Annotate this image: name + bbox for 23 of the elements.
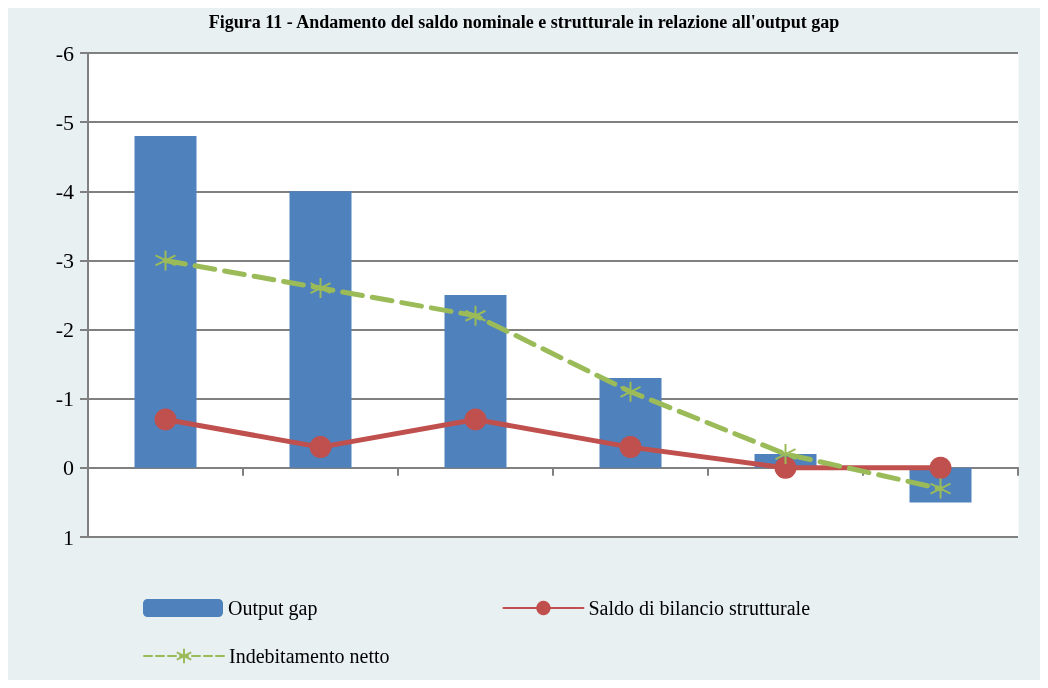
point — [464, 408, 487, 431]
point — [929, 456, 952, 479]
point — [619, 436, 642, 459]
point — [154, 249, 177, 272]
y-tick-label: -1 — [55, 386, 74, 412]
legend-label: Output gap — [228, 597, 318, 620]
y-tick-label: -2 — [55, 317, 74, 343]
y-tick-label: -4 — [55, 178, 74, 204]
point — [774, 456, 797, 479]
point — [309, 277, 332, 300]
legend-label: Saldo di bilancio strutturale — [588, 597, 811, 619]
point — [309, 436, 332, 459]
chart-title: Figura 11 - Andamento del saldo nominale e strutturale in relazione all'output gap — [208, 12, 840, 32]
legend-label: Indebitamento netto — [229, 645, 390, 667]
point — [464, 304, 487, 327]
y-tick-label: -5 — [55, 109, 74, 135]
point — [154, 408, 177, 431]
y-tick-label: -6 — [55, 40, 74, 66]
point — [774, 443, 797, 466]
y-tick-label: -3 — [55, 247, 74, 273]
y-tick-label: 0 — [63, 455, 74, 481]
point — [619, 380, 642, 403]
y-tick-label: 1 — [63, 524, 74, 550]
